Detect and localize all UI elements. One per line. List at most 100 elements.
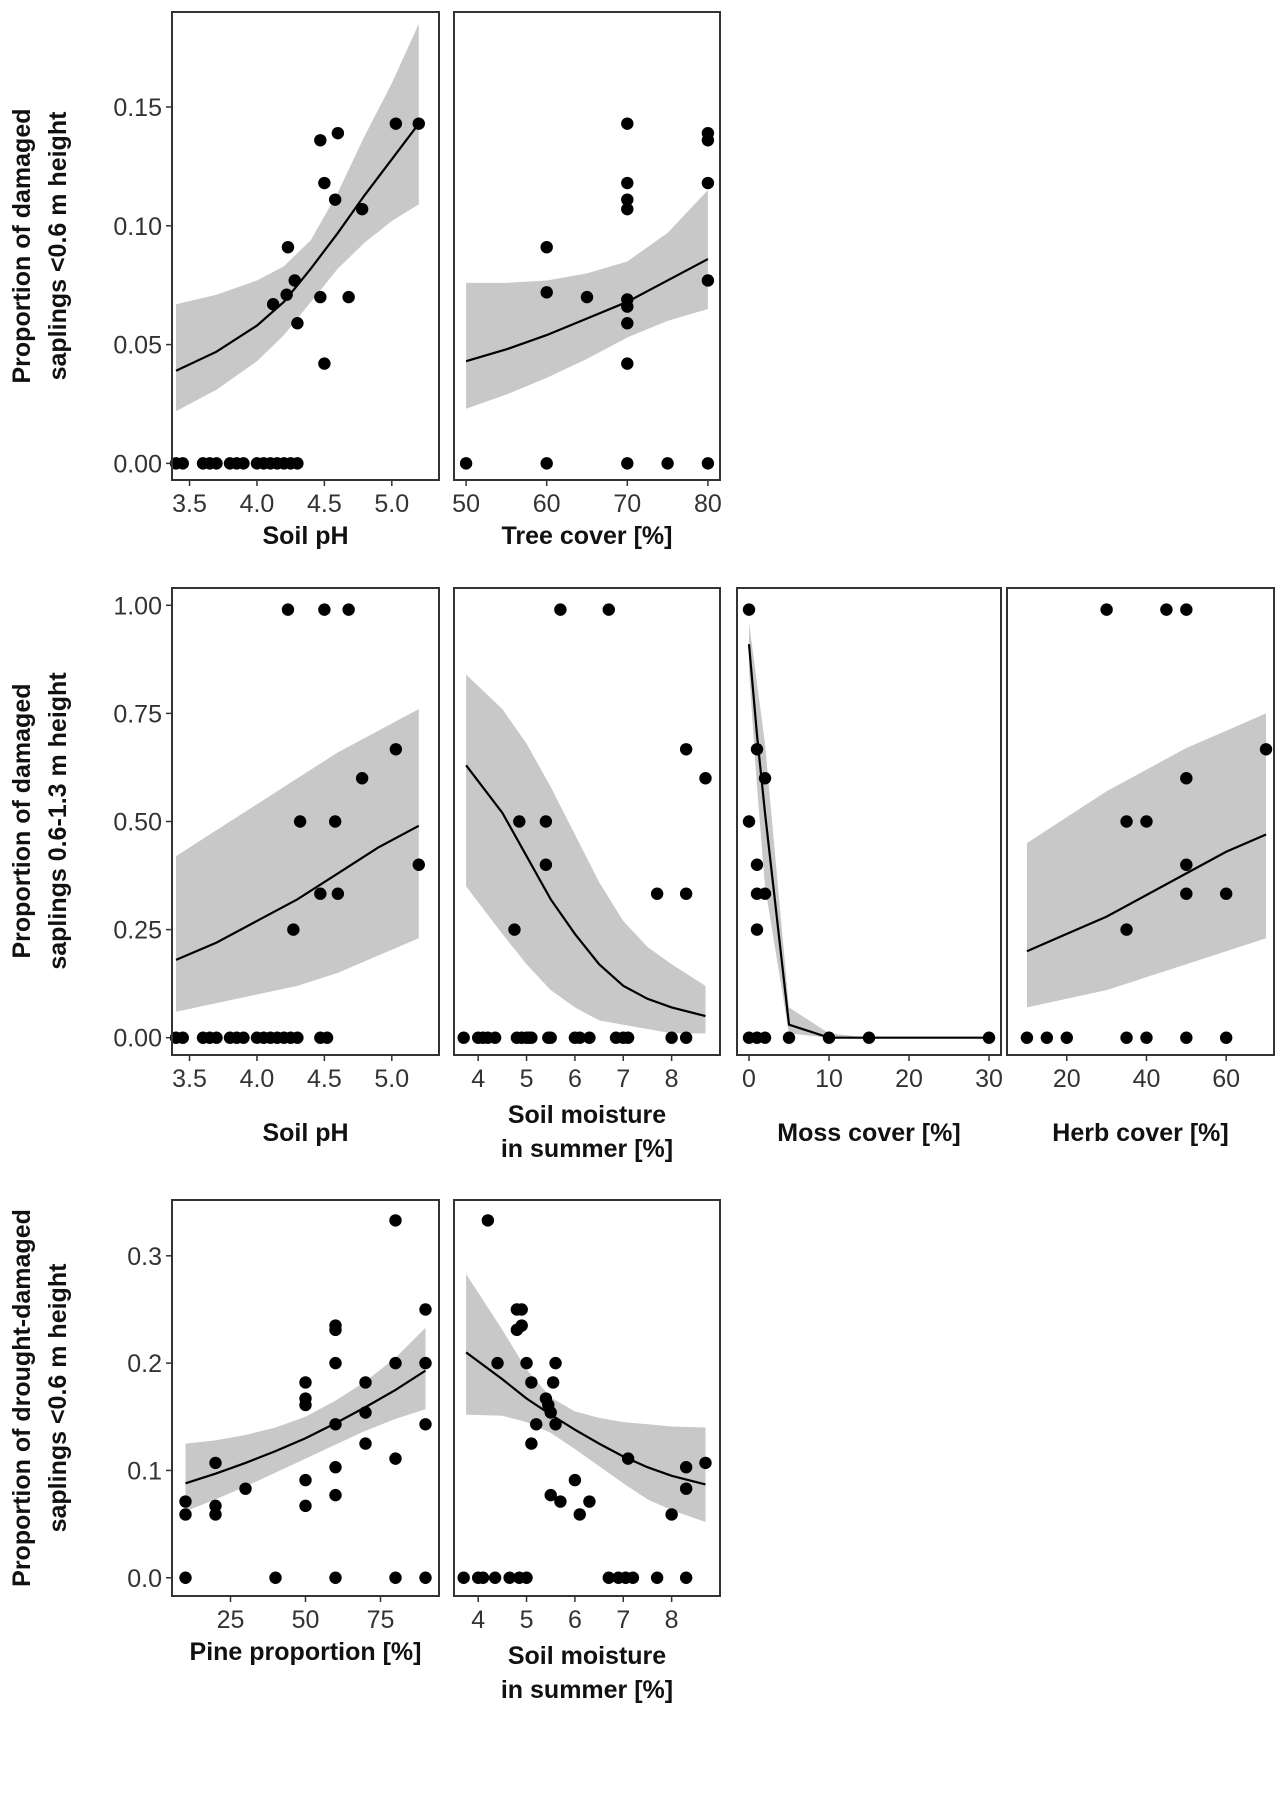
x-tick-label: 50 <box>452 490 480 518</box>
data-point <box>701 134 715 147</box>
data-point <box>328 815 342 828</box>
data-point <box>457 1571 470 1584</box>
data-point <box>1219 1031 1233 1044</box>
confidence-band <box>466 1274 706 1522</box>
panel-r1p1: 3.5 4.0 4.5 5.0 0.00 0.05 0.10 0.15 Soil pH <box>113 11 440 550</box>
data-point <box>314 290 327 304</box>
fit-line <box>175 824 420 961</box>
data-point <box>412 117 425 130</box>
x-tick-label: 4 <box>471 1606 485 1634</box>
data-point <box>281 240 295 254</box>
data-point <box>1140 815 1153 828</box>
data-point <box>359 1406 372 1419</box>
data-point <box>299 1398 312 1412</box>
data-point <box>299 1473 312 1487</box>
data-point <box>621 300 634 313</box>
data-point <box>520 1571 533 1584</box>
data-point <box>299 1499 312 1513</box>
data-point <box>176 457 189 470</box>
panel-border <box>453 1199 721 1597</box>
x-tick-label: 60 <box>1212 1065 1240 1093</box>
data-point <box>621 317 634 330</box>
y-axis-title: saplings 0.6-1.3 m height <box>44 672 72 970</box>
y-tick-label: 0.10 <box>113 213 162 241</box>
data-point <box>318 357 331 370</box>
data-point <box>573 1508 586 1521</box>
data-point <box>488 1571 502 1584</box>
panel-r2p2: 4 5 6 7 8 Soil moisture in summer [%] <box>453 587 721 1163</box>
data-point <box>291 317 304 330</box>
data-point <box>540 286 553 299</box>
data-point <box>419 1356 432 1370</box>
data-point <box>540 240 553 254</box>
y-tick-label: 0.2 <box>127 1350 162 1378</box>
data-point <box>862 1031 876 1044</box>
x-tick-label: 3.5 <box>172 1065 207 1093</box>
data-point <box>679 1482 693 1495</box>
data-point <box>209 1499 222 1513</box>
x-tick-label: 6 <box>568 1065 582 1093</box>
data-point <box>210 1031 223 1044</box>
x-tick-label: 4.0 <box>240 1065 275 1093</box>
data-point <box>621 193 634 206</box>
data-point <box>679 1031 693 1044</box>
panel-border <box>1006 587 1275 1056</box>
data-point <box>359 1376 372 1389</box>
data-point <box>419 1303 432 1316</box>
data-point <box>1120 815 1133 828</box>
data-point <box>758 1031 772 1044</box>
data-point <box>342 290 355 304</box>
data-point <box>750 858 764 871</box>
panel-r2p3: 0 10 20 30 Moss cover [%] <box>736 587 1003 1147</box>
data-point <box>457 1031 470 1044</box>
data-point <box>419 1418 432 1431</box>
data-point <box>329 1356 342 1370</box>
confidence-band <box>466 674 706 1034</box>
data-point <box>359 1437 372 1450</box>
data-point <box>342 603 355 616</box>
data-point <box>742 603 756 616</box>
data-point <box>679 1571 693 1584</box>
y-tick-label: 0.25 <box>113 917 162 945</box>
x-tick-label: 6 <box>568 1606 582 1634</box>
data-point <box>412 858 425 871</box>
data-point <box>488 1031 502 1044</box>
data-point <box>176 1031 189 1044</box>
x-tick-label: 75 <box>367 1606 395 1634</box>
data-point <box>508 923 521 936</box>
y-tick-label: 0.05 <box>113 332 162 360</box>
data-point <box>329 1418 342 1431</box>
x-tick-label: 4.5 <box>307 1065 342 1093</box>
data-point <box>1160 603 1173 616</box>
data-point <box>580 290 594 304</box>
confidence-band <box>749 622 989 1038</box>
data-point <box>1180 887 1193 900</box>
y-axis-title: saplings <0.6 m height <box>44 111 72 380</box>
data-point <box>525 1437 538 1450</box>
y-tick-label: 0.3 <box>127 1243 162 1271</box>
x-tick-label: 5 <box>520 1065 534 1093</box>
data-point <box>314 887 327 900</box>
y-tick-label: 0.75 <box>113 700 162 728</box>
data-point <box>665 1031 678 1044</box>
x-tick-label: 20 <box>1053 1065 1081 1093</box>
data-point <box>210 457 223 470</box>
data-point <box>389 1452 402 1465</box>
x-tick-label: 10 <box>815 1065 843 1093</box>
data-point <box>389 1571 402 1584</box>
data-point <box>539 858 553 871</box>
data-point <box>701 274 715 287</box>
data-point <box>515 1319 528 1332</box>
data-point <box>389 1356 402 1370</box>
x-tick-label: 5.0 <box>374 490 409 518</box>
panel-r3p2: 4 5 6 7 8 Soil moisture in summer [%] <box>453 1199 721 1704</box>
data-point <box>179 1571 192 1584</box>
panel-border <box>453 587 721 1056</box>
data-point <box>750 743 764 756</box>
data-point <box>314 134 327 147</box>
data-point <box>701 176 715 190</box>
data-point <box>621 117 634 130</box>
data-point <box>699 1456 712 1470</box>
data-point <box>481 1214 495 1227</box>
data-point <box>530 1418 543 1431</box>
